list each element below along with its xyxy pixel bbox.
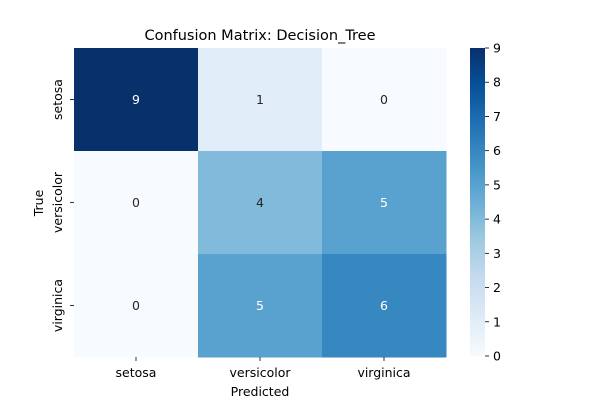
- colorbar-tick-label: 5: [493, 177, 501, 192]
- colorbar-tick-label: 7: [493, 109, 501, 124]
- cell-value-label: 0: [132, 195, 140, 210]
- heatmap-cell: [198, 48, 323, 152]
- cell-value-label: 9: [132, 92, 140, 107]
- cell-value-label: 5: [380, 195, 388, 210]
- y-tick-label: versicolor: [50, 171, 65, 233]
- y-tick-label: setosa: [50, 79, 65, 120]
- heatmap-cell: [198, 151, 323, 255]
- x-tick-label: setosa: [116, 365, 157, 380]
- heatmap-cell: [74, 151, 199, 255]
- cell-value-label: 6: [380, 298, 388, 313]
- colorbar-tick-label: 0: [493, 349, 501, 364]
- y-axis-label: True: [31, 189, 46, 217]
- y-tick-label: virginica: [50, 279, 65, 332]
- colorbar-tick-label: 6: [493, 143, 501, 158]
- cell-value-label: 0: [380, 92, 388, 107]
- x-tick-label: versicolor: [230, 365, 292, 380]
- cell-value-label: 4: [256, 195, 264, 210]
- cell-value-label: 1: [256, 92, 264, 107]
- heatmap-cell: [322, 254, 447, 358]
- colorbar-tick-label: 4: [493, 212, 501, 227]
- colorbar-tick-label: 1: [493, 314, 501, 329]
- y-axis: setosa versicolor virginica: [50, 79, 74, 332]
- cell-value-label: 0: [132, 298, 140, 313]
- heatmap-cell: [322, 151, 447, 255]
- colorbar-tick-label: 8: [493, 75, 501, 90]
- heatmap-cell: [322, 48, 447, 152]
- colorbar-axis: 0 1 2 3 4 5 6 7 8 9: [485, 41, 501, 364]
- heatmap-cell-labels: 9 1 0 0 4 5 0 5 6: [132, 92, 388, 313]
- colorbar-tick-label: 2: [493, 280, 501, 295]
- colorbar: [470, 48, 485, 356]
- heatmap-cells: [74, 48, 447, 358]
- chart-title: Confusion Matrix: Decision_Tree: [144, 28, 375, 44]
- heatmap-cell: [74, 48, 199, 152]
- colorbar-tick-label: 9: [493, 41, 501, 56]
- heatmap-cell: [198, 254, 323, 358]
- colorbar-tick-label: 3: [493, 246, 501, 261]
- heatmap-cell: [74, 254, 199, 358]
- x-axis-label: Predicted: [231, 384, 290, 399]
- x-tick-label: virginica: [357, 365, 410, 380]
- x-axis: setosa versicolor virginica: [116, 357, 411, 380]
- cell-value-label: 5: [256, 298, 264, 313]
